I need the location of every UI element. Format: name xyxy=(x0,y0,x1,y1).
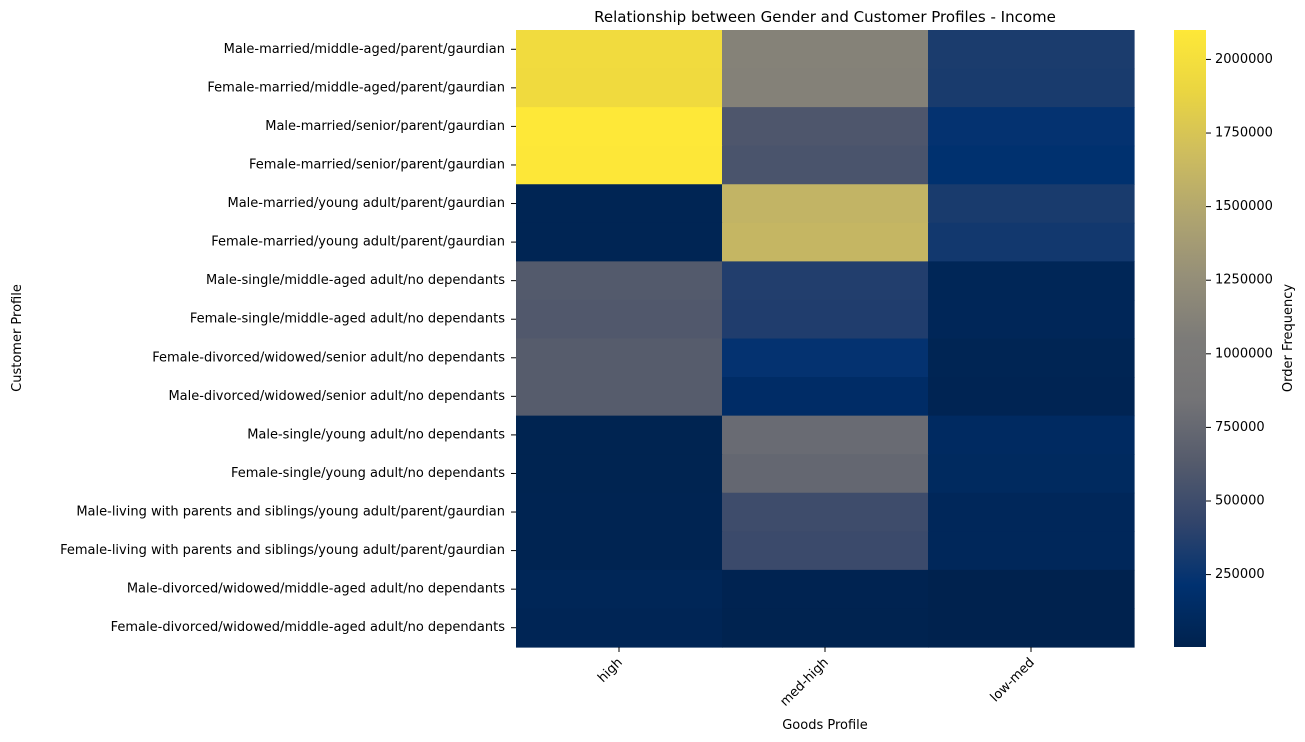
heatmap-cell xyxy=(516,145,723,185)
y-tick-label: Female-married/young adult/parent/gaurdi… xyxy=(211,235,505,250)
heatmap-cell xyxy=(928,454,1135,494)
colorbar-tick-label: 2000000 xyxy=(1215,52,1273,67)
heatmap-cell xyxy=(928,261,1135,301)
heatmap-cell xyxy=(516,531,723,571)
colorbar-tick-label: 750000 xyxy=(1215,420,1265,435)
heatmap-cell xyxy=(928,222,1135,262)
x-tick-label: high xyxy=(595,655,626,686)
y-tick-label: Male-married/senior/parent/gaurdian xyxy=(265,119,505,134)
colorbar-tick-label: 1000000 xyxy=(1215,346,1273,361)
heatmap-cell xyxy=(516,107,723,147)
heatmap-cell xyxy=(722,569,929,610)
heatmap-cell xyxy=(722,608,929,648)
x-axis-label: Goods Profile xyxy=(782,718,868,733)
heatmap-cell xyxy=(516,68,723,108)
heatmap-cell xyxy=(928,30,1135,70)
y-tick-label: Male-married/middle-aged/parent/gaurdian xyxy=(224,42,505,57)
heatmap-cell xyxy=(516,608,723,648)
heatmap-cell xyxy=(722,184,929,224)
heatmap-cell xyxy=(928,415,1135,455)
heatmap-cell xyxy=(722,107,929,147)
heatmap-cell xyxy=(516,454,723,494)
heatmap-cell xyxy=(928,338,1135,378)
colorbar-tick-label: 1250000 xyxy=(1215,273,1273,288)
heatmap-cell xyxy=(928,377,1135,417)
heatmap-cell xyxy=(928,184,1135,224)
y-tick-label: Male-single/young adult/no dependants xyxy=(247,427,505,442)
heatmap-cell xyxy=(516,415,723,455)
heatmap-cell xyxy=(516,377,723,417)
x-tick-label: med-high xyxy=(777,655,831,709)
heatmap-cell xyxy=(516,30,723,70)
heatmap-cell xyxy=(722,261,929,301)
heatmap-cell xyxy=(722,30,929,70)
y-tick-label: Male-living with parents and siblings/yo… xyxy=(76,505,505,520)
y-tick-label: Female-single/young adult/no dependants xyxy=(231,466,505,481)
y-tick-label: Female-divorced/widowed/middle-aged adul… xyxy=(111,620,506,635)
heatmap-cells xyxy=(516,30,1135,648)
colorbar-ticks: 250000 500000 750000 1000000 1250000 1500000 1… xyxy=(1206,52,1273,582)
colorbar-tick-label: 1500000 xyxy=(1215,199,1273,214)
heatmap-cell xyxy=(516,338,723,378)
heatmap-cell xyxy=(722,377,929,417)
heatmap-cell xyxy=(928,569,1135,610)
heatmap-cell xyxy=(516,222,723,262)
heatmap-cell xyxy=(722,531,929,571)
heatmap-cell xyxy=(516,184,723,224)
heatmap-cell xyxy=(928,531,1135,571)
heatmap-cell xyxy=(928,107,1135,147)
y-tick-label: Male-divorced/widowed/senior adult/no de… xyxy=(168,389,505,404)
heatmap-cell xyxy=(928,145,1135,185)
y-tick-label: Female-married/middle-aged/parent/gaurdi… xyxy=(207,80,505,95)
y-tick-label: Male-single/middle-aged adult/no dependa… xyxy=(206,273,505,288)
y-tick-label: Male-married/young adult/parent/gaurdian xyxy=(227,196,505,211)
heatmap-cell xyxy=(928,299,1135,340)
chart-title: Relationship between Gender and Customer… xyxy=(594,8,1056,26)
y-tick-label: Female-married/senior/parent/gaurdian xyxy=(249,157,505,172)
colorbar-tick-label: 1750000 xyxy=(1215,126,1273,141)
x-tick-label: low-med xyxy=(988,655,1038,705)
heatmap-cell xyxy=(928,608,1135,648)
colorbar xyxy=(1174,30,1206,647)
colorbar-tick-label: 500000 xyxy=(1215,493,1265,508)
heatmap-cell xyxy=(516,261,723,301)
y-axis-label: Customer Profile xyxy=(10,284,25,392)
colorbar-label: Order Frequency xyxy=(1281,284,1296,393)
y-tick-label: Female-single/middle-aged adult/no depen… xyxy=(190,312,505,327)
heatmap-cell xyxy=(722,492,929,532)
x-axis-ticks: high med-high low-med xyxy=(595,647,1038,710)
heatmap-cell xyxy=(722,338,929,378)
heatmap-cell xyxy=(722,454,929,494)
y-tick-label: Male-divorced/widowed/middle-aged adult/… xyxy=(127,582,505,597)
y-tick-label: Female-divorced/widowed/senior adult/no … xyxy=(152,350,505,365)
heatmap-cell xyxy=(722,222,929,262)
heatmap-cell xyxy=(516,569,723,610)
heatmap-cell xyxy=(928,68,1135,108)
heatmap-cell xyxy=(722,145,929,185)
colorbar-tick-label: 250000 xyxy=(1215,567,1265,582)
y-tick-label: Female-living with parents and siblings/… xyxy=(60,543,505,558)
heatmap-cell xyxy=(516,299,723,340)
heatmap-cell xyxy=(516,492,723,532)
y-axis-ticks: Male-married/middle-aged/parent/gaurdian… xyxy=(60,42,516,635)
heatmap-cell xyxy=(928,492,1135,532)
heatmap-cell xyxy=(722,68,929,108)
heatmap-cell xyxy=(722,415,929,455)
heatmap-cell xyxy=(722,299,929,340)
